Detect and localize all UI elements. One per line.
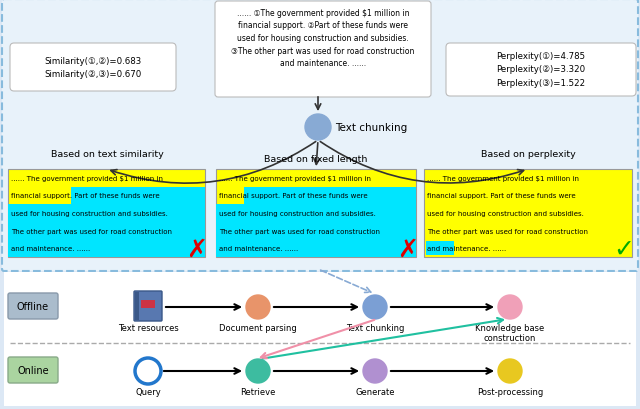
FancyBboxPatch shape	[8, 357, 58, 383]
Circle shape	[305, 115, 331, 141]
Text: and maintenance. ......: and maintenance. ......	[219, 245, 298, 252]
Bar	[216, 240, 416, 257]
Bar	[244, 187, 416, 204]
Text: Perplexity(①)=4.785
Perplexity(②)=3.320
Perplexity(③)=1.522: Perplexity(①)=4.785 Perplexity(②)=3.320 …	[497, 52, 586, 88]
Text: used for housing construction and subsidies.: used for housing construction and subsid…	[427, 211, 584, 216]
Text: Text chunking: Text chunking	[335, 123, 407, 133]
Bar	[426, 242, 454, 255]
Bar	[424, 170, 632, 257]
Bar	[216, 222, 416, 240]
Circle shape	[246, 359, 270, 383]
Text: Text chunking: Text chunking	[346, 323, 404, 332]
Text: ✗: ✗	[397, 237, 419, 261]
FancyBboxPatch shape	[215, 2, 431, 98]
Bar	[8, 204, 205, 222]
Text: financial support. Part of these funds were: financial support. Part of these funds w…	[219, 193, 367, 199]
Circle shape	[363, 359, 387, 383]
FancyBboxPatch shape	[134, 291, 162, 321]
Bar	[216, 204, 416, 222]
Text: Generate: Generate	[355, 387, 395, 396]
Circle shape	[246, 295, 270, 319]
Text: ...... ①The government provided $1 million in
financial support. ②Part of these : ...... ①The government provided $1 milli…	[231, 9, 415, 68]
Text: Based on fixed length: Based on fixed length	[264, 155, 368, 164]
Text: ✗: ✗	[186, 237, 207, 261]
Bar	[4, 272, 636, 406]
Text: Document parsing: Document parsing	[219, 323, 297, 332]
Text: financial support. Part of these funds were: financial support. Part of these funds w…	[427, 193, 575, 199]
Circle shape	[498, 359, 522, 383]
Text: Based on perplexity: Based on perplexity	[481, 150, 575, 159]
Circle shape	[498, 295, 522, 319]
Bar	[71, 187, 205, 204]
Bar	[8, 170, 205, 257]
Text: The other part was used for road construction: The other part was used for road constru…	[219, 228, 380, 234]
Text: ...... The government provided $1 million in: ...... The government provided $1 millio…	[219, 175, 371, 181]
Bar	[141, 300, 155, 308]
Text: ...... The government provided $1 million in: ...... The government provided $1 millio…	[11, 175, 163, 181]
Text: Based on text similarity: Based on text similarity	[51, 150, 163, 159]
Text: and maintenance. ......: and maintenance. ......	[11, 245, 90, 252]
FancyBboxPatch shape	[10, 44, 176, 92]
Text: Similarity(①,②)=0.683
Similarity(②,③)=0.670: Similarity(①,②)=0.683 Similarity(②,③)=0.…	[44, 57, 141, 79]
Text: Query: Query	[135, 387, 161, 396]
Text: used for housing construction and subsidies.: used for housing construction and subsid…	[11, 211, 168, 216]
FancyBboxPatch shape	[8, 293, 58, 319]
Text: Post-processing: Post-processing	[477, 387, 543, 396]
Text: The other part was used for road construction: The other part was used for road constru…	[11, 228, 172, 234]
Text: Text resources: Text resources	[118, 323, 179, 332]
Bar	[216, 170, 416, 257]
Text: Online: Online	[17, 365, 49, 375]
Text: ...... The government provided $1 million in: ...... The government provided $1 millio…	[427, 175, 579, 181]
Bar	[8, 222, 205, 240]
Text: ✓: ✓	[614, 237, 634, 261]
Bar	[135, 292, 139, 320]
Text: financial support. Part of these funds were: financial support. Part of these funds w…	[11, 193, 159, 199]
Text: Offline: Offline	[17, 301, 49, 311]
FancyBboxPatch shape	[2, 0, 638, 271]
Text: Knowledge base
construction: Knowledge base construction	[476, 323, 545, 343]
Text: Retrieve: Retrieve	[240, 387, 276, 396]
Text: The other part was used for road construction: The other part was used for road constru…	[427, 228, 588, 234]
Circle shape	[363, 295, 387, 319]
Bar	[8, 240, 205, 257]
Text: used for housing construction and subsidies.: used for housing construction and subsid…	[219, 211, 376, 216]
FancyBboxPatch shape	[446, 44, 636, 97]
Text: and maintenance. ......: and maintenance. ......	[427, 245, 506, 252]
